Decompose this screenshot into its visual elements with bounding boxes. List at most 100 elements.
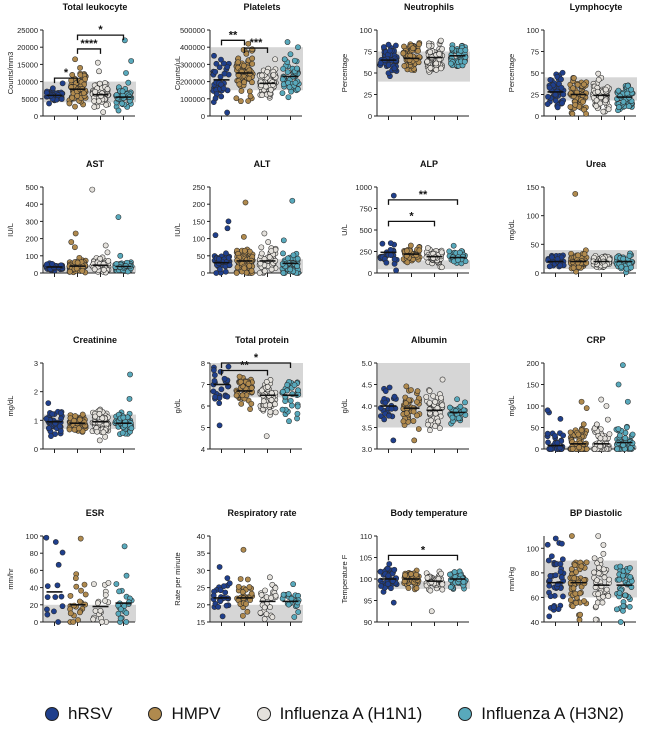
y-axis-label: mg/dL bbox=[6, 396, 15, 417]
panel-crp: CRP 0 50 100 150 200 mg/dL bbox=[507, 335, 637, 454]
data-point bbox=[56, 423, 63, 430]
data-point bbox=[439, 376, 446, 383]
y-tick-label: 5000 bbox=[21, 95, 38, 104]
data-point bbox=[92, 413, 99, 420]
data-point bbox=[211, 378, 218, 384]
data-point bbox=[68, 239, 75, 245]
data-point bbox=[545, 439, 551, 446]
series-hmpv bbox=[66, 411, 89, 435]
data-point bbox=[294, 65, 300, 72]
data-point bbox=[557, 561, 564, 567]
data-point bbox=[74, 259, 81, 266]
data-point bbox=[547, 573, 554, 579]
data-point bbox=[215, 604, 222, 610]
data-point bbox=[547, 593, 554, 600]
series-influenza-a-h1n1 bbox=[591, 396, 613, 452]
data-point bbox=[96, 437, 103, 444]
series-influenza-a-h3n2 bbox=[112, 214, 135, 275]
significance-label: ** bbox=[419, 189, 428, 201]
data-point bbox=[289, 197, 296, 204]
data-point bbox=[603, 586, 610, 593]
series-hrsv bbox=[377, 192, 400, 274]
y-axis-label: mg/dL bbox=[507, 396, 516, 417]
y-tick-label: 400000 bbox=[180, 43, 205, 52]
data-point bbox=[629, 431, 636, 438]
y-tick-label: 250 bbox=[192, 183, 205, 192]
series-hrsv bbox=[210, 564, 233, 620]
significance-label: * bbox=[254, 352, 259, 364]
legend-item-h3n2: Influenza A (H3N2) bbox=[458, 704, 624, 724]
data-point bbox=[451, 569, 458, 575]
y-tick-label: 50 bbox=[531, 240, 539, 249]
data-point bbox=[224, 225, 231, 232]
data-point bbox=[436, 51, 443, 57]
y-tick-label: 25000 bbox=[17, 26, 38, 35]
data-point bbox=[552, 97, 559, 104]
data-point bbox=[236, 373, 243, 380]
data-point bbox=[390, 437, 397, 444]
panel-title: Creatinine bbox=[73, 335, 117, 345]
data-point bbox=[407, 242, 414, 249]
data-point bbox=[75, 617, 81, 623]
y-axis-label: Percentage bbox=[507, 54, 516, 92]
data-point bbox=[295, 387, 301, 394]
series-hrsv bbox=[43, 80, 66, 107]
data-point bbox=[260, 398, 267, 405]
y-axis-label: Temperature F bbox=[340, 554, 349, 603]
data-point bbox=[238, 88, 245, 94]
y-tick-label: 15000 bbox=[17, 60, 38, 69]
data-point bbox=[439, 581, 446, 588]
data-point bbox=[212, 95, 219, 102]
data-point bbox=[117, 252, 124, 259]
series-influenza-a-h3n2 bbox=[447, 396, 469, 427]
data-point bbox=[403, 400, 409, 407]
y-tick-label: 150 bbox=[526, 183, 539, 192]
data-point bbox=[427, 49, 434, 55]
data-point bbox=[593, 97, 600, 104]
data-point bbox=[240, 612, 246, 619]
data-point bbox=[414, 412, 420, 419]
data-point bbox=[73, 583, 80, 590]
data-point bbox=[59, 549, 66, 556]
data-point bbox=[616, 104, 622, 111]
series-hmpv bbox=[567, 533, 590, 623]
data-point bbox=[221, 70, 228, 77]
panel-title: Body temperature bbox=[390, 508, 467, 518]
data-point bbox=[432, 410, 439, 417]
series-hrsv bbox=[544, 535, 567, 620]
data-point bbox=[425, 245, 431, 251]
y-tick-label: 0 bbox=[34, 618, 38, 627]
data-point bbox=[224, 109, 231, 116]
data-point bbox=[583, 405, 590, 412]
series-hmpv bbox=[400, 40, 423, 74]
series-hmpv bbox=[67, 535, 89, 625]
data-point bbox=[263, 379, 270, 385]
y-tick-label: 500 bbox=[359, 226, 372, 235]
data-point bbox=[557, 416, 564, 422]
data-point bbox=[388, 585, 394, 592]
panel-title: Total leukocyte bbox=[63, 2, 128, 12]
y-tick-label: 7 bbox=[201, 381, 205, 390]
y-tick-label: 20000 bbox=[17, 43, 38, 52]
data-point bbox=[268, 397, 275, 403]
data-point bbox=[600, 566, 607, 573]
data-point bbox=[125, 79, 132, 86]
data-point bbox=[224, 575, 231, 582]
data-point bbox=[263, 433, 270, 439]
data-point bbox=[572, 191, 579, 197]
data-point bbox=[127, 371, 133, 378]
panel-platelets: Platelets 0 100000 200000 300000 400000 500000… bbox=[173, 2, 303, 121]
y-axis-label: IU/L bbox=[173, 223, 182, 237]
data-point bbox=[257, 609, 264, 616]
data-point bbox=[548, 553, 555, 560]
legend-label-h3n2: Influenza A (H3N2) bbox=[481, 704, 624, 723]
data-point bbox=[600, 108, 607, 115]
data-point bbox=[44, 606, 50, 613]
y-tick-label: 0 bbox=[34, 445, 38, 454]
data-point bbox=[236, 81, 243, 88]
data-point bbox=[91, 104, 98, 110]
data-point bbox=[90, 616, 97, 623]
data-point bbox=[286, 418, 292, 425]
data-point bbox=[448, 60, 454, 67]
